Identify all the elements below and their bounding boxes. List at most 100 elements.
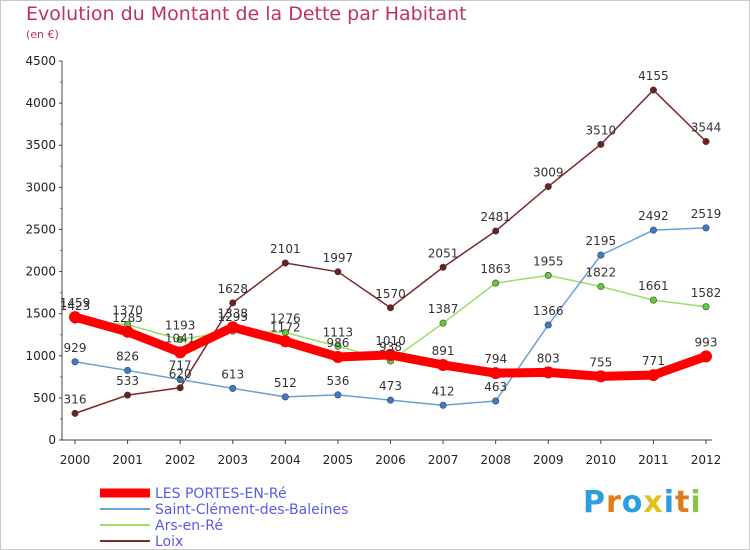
- data-point: [489, 367, 502, 380]
- data-label: 1366: [533, 304, 564, 318]
- data-point: [386, 304, 394, 312]
- data-label: 1997: [323, 251, 354, 265]
- chart-title: Evolution du Montant de la Dette par Hab…: [26, 3, 467, 25]
- data-label: 1661: [638, 279, 669, 293]
- data-point: [229, 384, 237, 392]
- data-label: 316: [64, 392, 87, 406]
- data-point: [544, 321, 552, 329]
- data-label: 1423: [60, 299, 91, 313]
- data-point: [649, 296, 657, 304]
- data-label: 1285: [112, 311, 143, 325]
- x-tick-label: 2004: [270, 453, 301, 467]
- data-point: [121, 325, 134, 338]
- data-label: 1863: [480, 262, 511, 276]
- y-tick-label: 4000: [25, 96, 56, 110]
- legend-label: Saint-Clément-des-Baleines: [155, 502, 348, 518]
- data-label: 4155: [638, 69, 669, 83]
- data-label: 2101: [270, 242, 301, 256]
- data-point: [174, 346, 187, 359]
- data-label: 1041: [165, 331, 196, 345]
- data-label: 938: [379, 340, 402, 354]
- legend: LES PORTES-EN-RéSaint-Clément-des-Balein…: [100, 486, 348, 550]
- logo-letter: x: [643, 485, 664, 520]
- data-label: 986: [326, 336, 349, 350]
- data-point: [281, 259, 289, 267]
- data-label: 2481: [480, 210, 511, 224]
- data-label: 2492: [638, 209, 669, 223]
- chart-subtitle: (en €): [26, 28, 59, 41]
- data-point: [492, 397, 500, 405]
- data-point: [124, 366, 132, 374]
- data-point: [229, 299, 237, 307]
- y-tick-label: 500: [33, 391, 56, 405]
- data-point: [439, 319, 447, 327]
- data-point: [439, 401, 447, 409]
- data-point: [69, 311, 81, 324]
- y-tick-label: 2500: [25, 222, 56, 236]
- logo-letter: i: [663, 485, 676, 520]
- data-point: [279, 335, 292, 348]
- data-point: [594, 370, 607, 383]
- y-tick-label: 1000: [25, 349, 56, 363]
- data-label: 891: [432, 344, 455, 358]
- series-lines: [69, 86, 712, 417]
- data-point: [597, 251, 605, 259]
- data-label: 1387: [428, 302, 459, 316]
- data-label: 803: [537, 351, 560, 365]
- data-point: [334, 342, 342, 350]
- data-label: 613: [221, 367, 244, 381]
- data-point: [544, 271, 552, 279]
- data-point: [71, 409, 79, 417]
- data-point: [176, 336, 184, 344]
- data-label: 620: [169, 367, 192, 381]
- x-tick-label: 2006: [375, 453, 406, 467]
- data-label: 2519: [691, 207, 722, 221]
- y-tick-label: 2000: [25, 265, 56, 279]
- data-label: 1193: [165, 319, 196, 333]
- data-label: 512: [274, 376, 297, 390]
- data-label: 826: [116, 349, 139, 363]
- data-label: 2051: [428, 246, 459, 260]
- y-tick-label: 4500: [25, 54, 56, 68]
- data-label: 1459: [60, 296, 91, 310]
- data-label: 717: [169, 359, 192, 373]
- data-label: 929: [64, 341, 87, 355]
- logo-letter: o: [621, 485, 644, 520]
- x-tick-label: 2005: [323, 453, 354, 467]
- data-label: 3544: [691, 121, 722, 135]
- data-point: [124, 391, 132, 399]
- x-tick-label: 2001: [112, 453, 143, 467]
- data-point: [649, 226, 657, 234]
- x-tick-label: 2011: [638, 453, 669, 467]
- data-label: 536: [326, 374, 349, 388]
- data-label: 3009: [533, 166, 564, 180]
- data-point: [700, 350, 712, 363]
- data-label: 1570: [375, 287, 406, 301]
- data-point: [71, 358, 79, 366]
- data-point: [176, 376, 184, 384]
- data-label: 3510: [586, 123, 617, 137]
- data-point: [702, 224, 710, 232]
- data-label: 1582: [691, 286, 722, 300]
- data-point: [647, 369, 660, 382]
- data-label: 1172: [270, 320, 301, 334]
- x-tick-label: 2012: [691, 453, 722, 467]
- data-label: 993: [695, 335, 718, 349]
- data-point: [597, 283, 605, 291]
- data-point: [281, 393, 289, 401]
- legend-label: Loix: [155, 534, 183, 550]
- data-label: 1822: [586, 266, 617, 280]
- data-point: [386, 396, 394, 404]
- data-point: [542, 366, 555, 379]
- legend-label: LES PORTES-EN-Ré: [155, 486, 287, 502]
- x-tick-label: 2008: [480, 453, 511, 467]
- data-point: [702, 138, 710, 146]
- y-tick-label: 3500: [25, 138, 56, 152]
- data-point: [649, 86, 657, 94]
- data-label: 412: [432, 384, 455, 398]
- legend-label: Ars-en-Ré: [155, 518, 223, 534]
- data-label: 473: [379, 379, 402, 393]
- x-tick-label: 2009: [533, 453, 564, 467]
